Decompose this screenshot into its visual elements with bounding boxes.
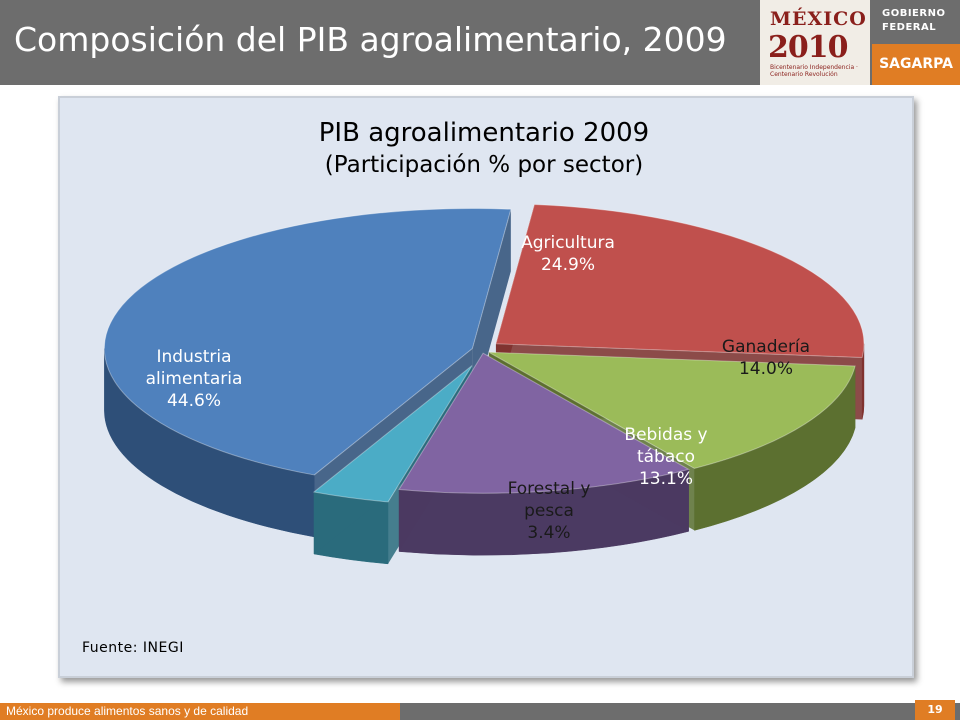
mexico-logo-line1: MÉXICO [770,8,867,30]
footer-tagline: México produce alimentos sanos y de cali… [6,704,249,718]
slice-label-3: Forestal y pesca 3.4% [508,479,591,543]
footer-gray-bar [400,703,960,720]
chart-subtitle: (Participación % por sector) [325,152,643,178]
page-number: 19 [915,700,955,720]
mexico-2010-logo: MÉXICO 2010 Bicentenario Independencia ·… [760,0,870,85]
gobierno-federal-logo: GOBIERNO FEDERAL [872,0,960,42]
pie-slice-2 [398,352,690,556]
sagarpa-logo: SAGARPA [872,44,960,85]
footer-bar [0,703,400,720]
slice-label-1: Ganadería 14.0% [722,337,810,379]
chart-title: PIB agroalimentario 2009 [319,118,649,148]
mexico-logo-line3: Bicentenario Independencia · Centenario … [770,64,858,78]
chart-source: Fuente: INEGI [82,640,184,656]
gob-line2: FEDERAL [882,22,937,33]
slice-label-2: Bebidas y tábaco 13.1% [624,425,707,489]
slide-title: Composición del PIB agroalimentario, 200… [14,20,727,59]
slice-label-0: Agricultura 24.9% [521,233,615,275]
gob-line1: GOBIERNO [882,8,946,19]
slice-label-4: Industria alimentaria 44.6% [146,347,243,411]
mexico-logo-line2: 2010 [768,30,848,65]
